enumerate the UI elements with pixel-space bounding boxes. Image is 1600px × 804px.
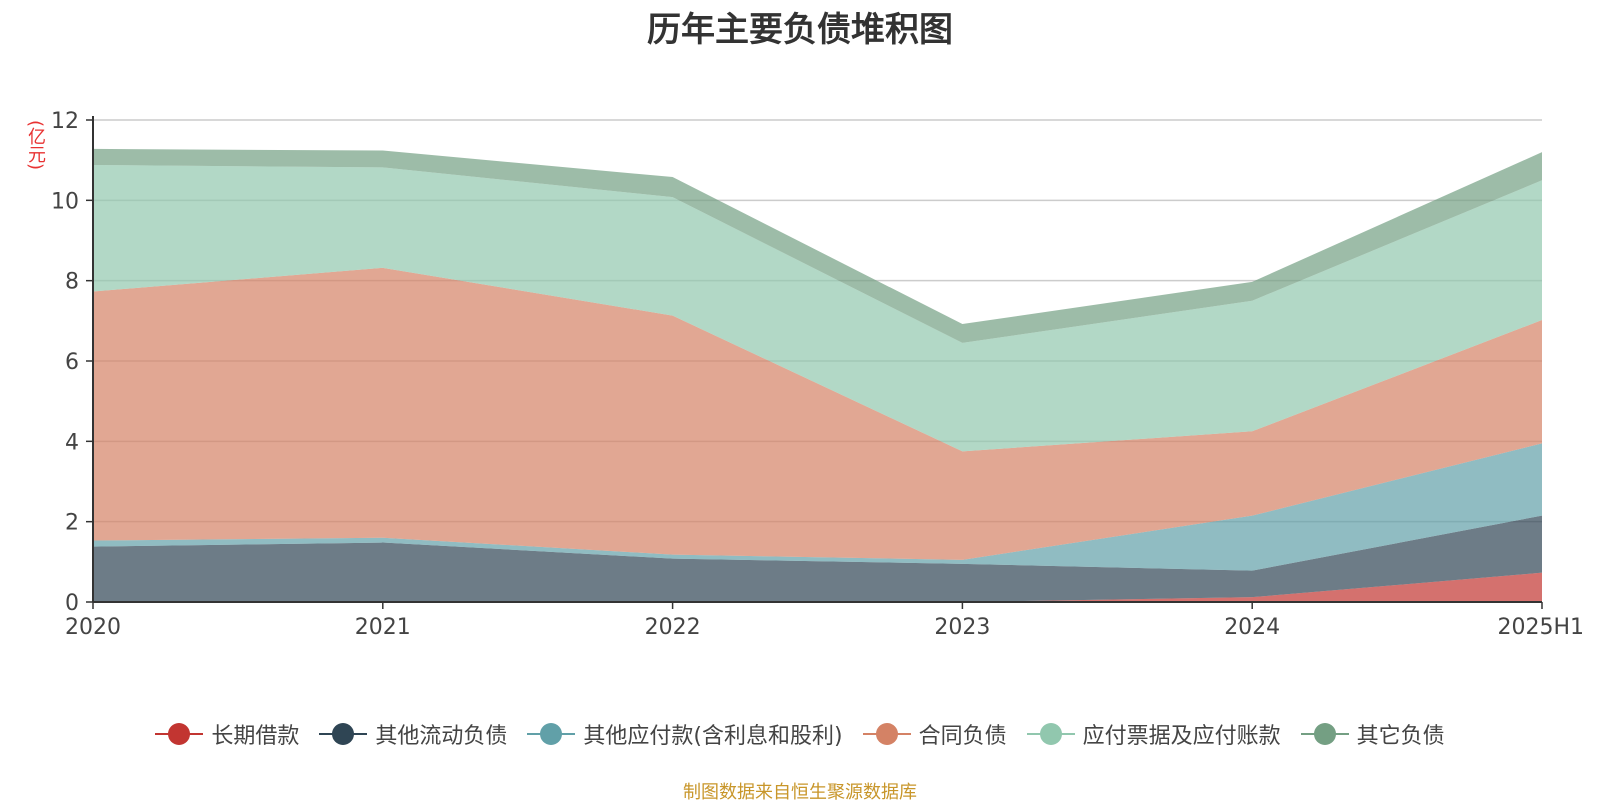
legend-label: 其它负债 [1356, 724, 1445, 749]
area-series-2[interactable] [93, 443, 1542, 571]
area-series-3[interactable] [93, 267, 1542, 560]
y-tick-label: 8 [65, 270, 79, 295]
y-tick-label: 2 [65, 511, 79, 536]
axes: 0 2 4 6 8 10 12 2020 2021 2022 2023 2024 2025H1 [51, 109, 1584, 640]
x-tick-label: 2025H1 [1497, 615, 1584, 640]
stacked-area-chart: 0 2 4 6 8 10 12 2020 2021 2022 2023 2024 2025H1 [51, 109, 1584, 640]
y-tick-label: 0 [65, 591, 79, 616]
legend-marker [1300, 722, 1349, 746]
source-note: 制图数据来自恒生聚源数据库 [683, 782, 917, 803]
x-tick-label: 2023 [934, 615, 990, 640]
legend-item-5[interactable]: 其它负债 [1300, 718, 1445, 750]
area-series-4[interactable] [93, 164, 1542, 452]
legend-marker-dot [875, 723, 898, 745]
legend-marker [1026, 722, 1075, 746]
area-series-5[interactable] [93, 148, 1542, 343]
legend-marker [527, 722, 576, 746]
legend-marker-dot [540, 723, 563, 745]
legend-item-0[interactable]: 长期借款 [155, 718, 299, 750]
area-series-group [93, 148, 1542, 602]
legend-label: 其他应付款(含利息和股利) [583, 724, 843, 749]
legend-marker-dot [1039, 723, 1062, 745]
legend-item-4[interactable]: 应付票据及应付账款 [1026, 718, 1281, 750]
y-tick-label: 4 [65, 430, 79, 455]
legend-label: 应付票据及应付账款 [1082, 724, 1281, 749]
legend-marker [155, 722, 204, 746]
legend-marker-dot [1313, 723, 1336, 745]
x-tick-label: 2020 [65, 615, 121, 640]
legend-label: 其他流动负债 [375, 724, 508, 749]
legend-item-1[interactable]: 其他流动负债 [319, 718, 507, 750]
y-tick-label: 10 [51, 189, 79, 214]
y-tick-label: 6 [65, 350, 79, 375]
legend-marker-dot [332, 723, 355, 745]
x-tick-label: 2022 [645, 615, 701, 640]
legend-label: 长期借款 [211, 724, 300, 749]
y-tick-label: 12 [51, 109, 79, 134]
legend-label: 合同负债 [918, 724, 1007, 749]
legend-item-3[interactable]: 合同负债 [862, 718, 1007, 750]
x-tick-label: 2024 [1224, 615, 1280, 640]
legend-marker [319, 722, 368, 746]
area-series-0[interactable] [93, 572, 1542, 602]
legend-marker [862, 722, 911, 746]
y-axis-unit-label: (亿元) [25, 120, 46, 171]
legend-marker-dot [168, 723, 191, 745]
legend-item-2[interactable]: 其他应付款(含利息和股利) [527, 718, 843, 750]
x-tick-label: 2021 [355, 615, 411, 640]
chart-title: 历年主要负债堆积图 [647, 10, 953, 50]
area-series-1[interactable] [93, 515, 1542, 602]
legend: 长期借款 其他流动负债 其他应付款(含利息和股利) 合同负债 应付票据及应付账款 其它负债 [0, 718, 1600, 750]
